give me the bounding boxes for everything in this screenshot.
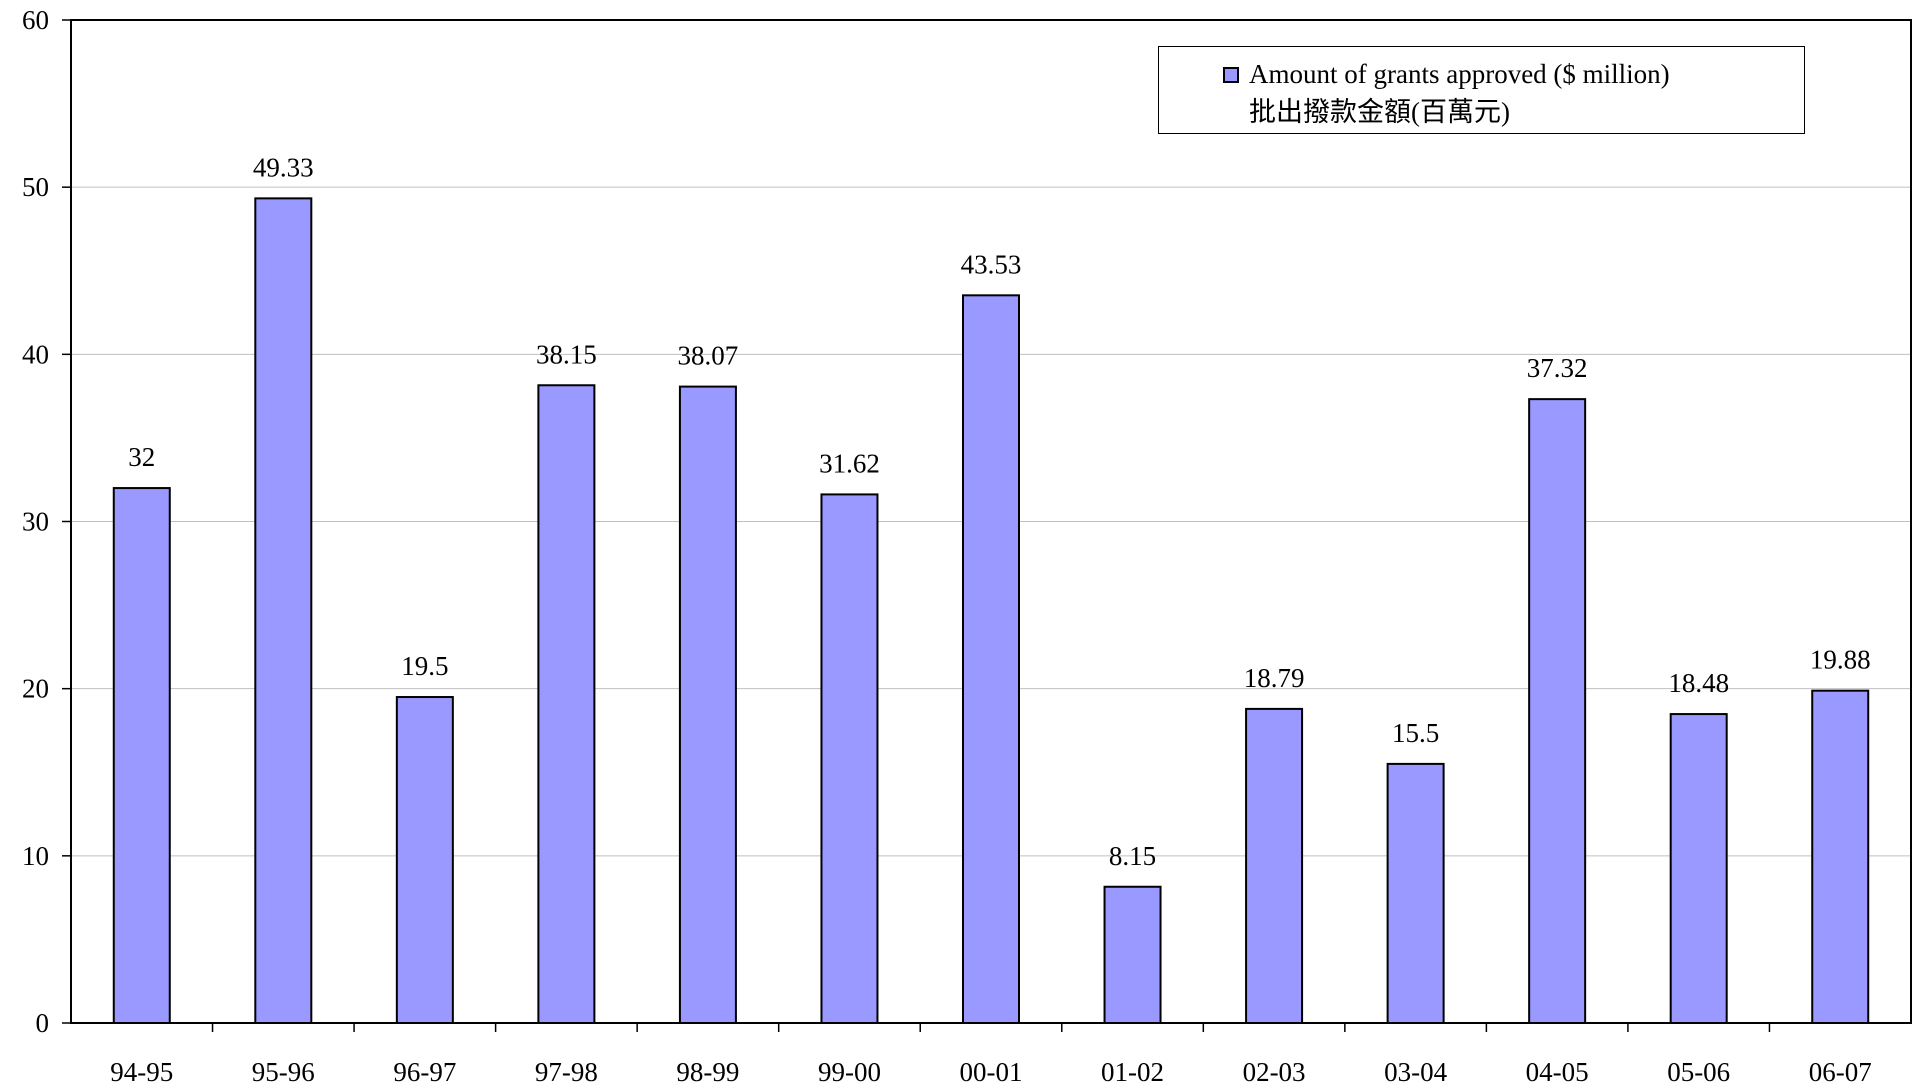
legend: Amount of grants approved ($ million) 批出… <box>1158 46 1805 134</box>
x-tick-label: 96-97 <box>393 1057 456 1087</box>
y-tick-label: 0 <box>36 1008 50 1038</box>
x-tick-label: 95-96 <box>252 1057 315 1087</box>
axes <box>62 19 1912 1032</box>
x-tick-label: 04-05 <box>1526 1057 1589 1087</box>
plot-frame <box>70 19 1912 1024</box>
data-label: 19.5 <box>401 651 448 681</box>
bar <box>1811 689 1870 1024</box>
x-tick-label: 05-06 <box>1667 1057 1730 1087</box>
bar <box>1245 707 1304 1025</box>
x-tick-label: 99-00 <box>818 1057 881 1087</box>
x-tick-label: 03-04 <box>1384 1057 1447 1087</box>
bar <box>678 385 737 1024</box>
x-tick-label: 00-01 <box>960 1057 1023 1087</box>
y-tick-label: 20 <box>22 674 49 704</box>
data-label: 38.07 <box>678 341 739 371</box>
data-label: 49.33 <box>253 152 314 182</box>
bar <box>1528 398 1587 1025</box>
data-label: 31.62 <box>819 448 880 478</box>
y-tick-label: 40 <box>22 339 49 369</box>
y-tick-label: 50 <box>22 172 49 202</box>
labels: 0 10 20 30 40 50 60 32 94-95 49.33 95-96 19.5 96-97 3… <box>22 5 1872 1087</box>
data-label: 19.88 <box>1810 645 1871 675</box>
legend-label: Amount of grants approved ($ million) <box>1249 59 1670 89</box>
data-label: 15.5 <box>1392 718 1439 748</box>
data-label: 32 <box>128 442 155 472</box>
bar <box>1386 762 1445 1024</box>
bar <box>820 493 879 1024</box>
bar <box>254 197 313 1025</box>
bar <box>537 384 596 1024</box>
data-label: 38.15 <box>536 339 597 369</box>
data-label: 18.79 <box>1244 663 1305 693</box>
x-tick-label: 97-98 <box>535 1057 598 1087</box>
bars <box>112 197 1870 1025</box>
y-tick-label: 30 <box>22 507 49 537</box>
legend-label-zh: 批出撥款金額(百萬元) <box>1249 97 1510 127</box>
data-label: 37.32 <box>1527 353 1588 383</box>
bar <box>962 294 1020 1024</box>
x-tick-label: 01-02 <box>1101 1057 1164 1087</box>
data-label: 43.53 <box>961 249 1022 279</box>
x-tick-label: 06-07 <box>1809 1057 1872 1087</box>
bar <box>112 487 171 1025</box>
data-label: 18.48 <box>1668 668 1729 698</box>
legend-swatch <box>1223 67 1239 83</box>
x-tick-label: 94-95 <box>110 1057 173 1087</box>
y-tick-label: 10 <box>22 841 49 871</box>
y-tick-label: 60 <box>22 5 49 35</box>
bar <box>1669 713 1728 1024</box>
x-tick-label: 02-03 <box>1243 1057 1306 1087</box>
bar <box>1103 885 1162 1024</box>
bar <box>395 696 454 1025</box>
data-label: 8.15 <box>1109 841 1156 871</box>
x-tick-label: 98-99 <box>676 1057 739 1087</box>
